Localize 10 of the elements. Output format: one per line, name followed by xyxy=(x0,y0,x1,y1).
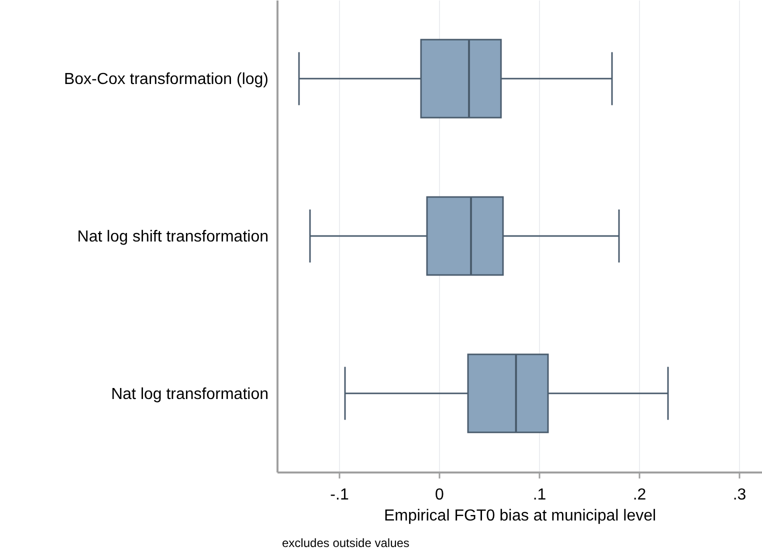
x-tick-label: .1 xyxy=(532,486,546,504)
y-tick-label: Nat log transformation xyxy=(111,386,268,403)
x-axis-title: Empirical FGT0 bias at municipal level xyxy=(384,508,656,524)
x-tick-label: .3 xyxy=(732,486,746,504)
y-tick-label: Box-Cox transformation (log) xyxy=(64,71,268,88)
y-tick-label: Nat log shift transformation xyxy=(77,228,268,246)
x-tick-label: 0 xyxy=(435,486,444,504)
x-tick-label: -.1 xyxy=(330,486,349,504)
text: excludes outside values xyxy=(282,536,410,550)
x-tick-label: .2 xyxy=(632,486,646,504)
